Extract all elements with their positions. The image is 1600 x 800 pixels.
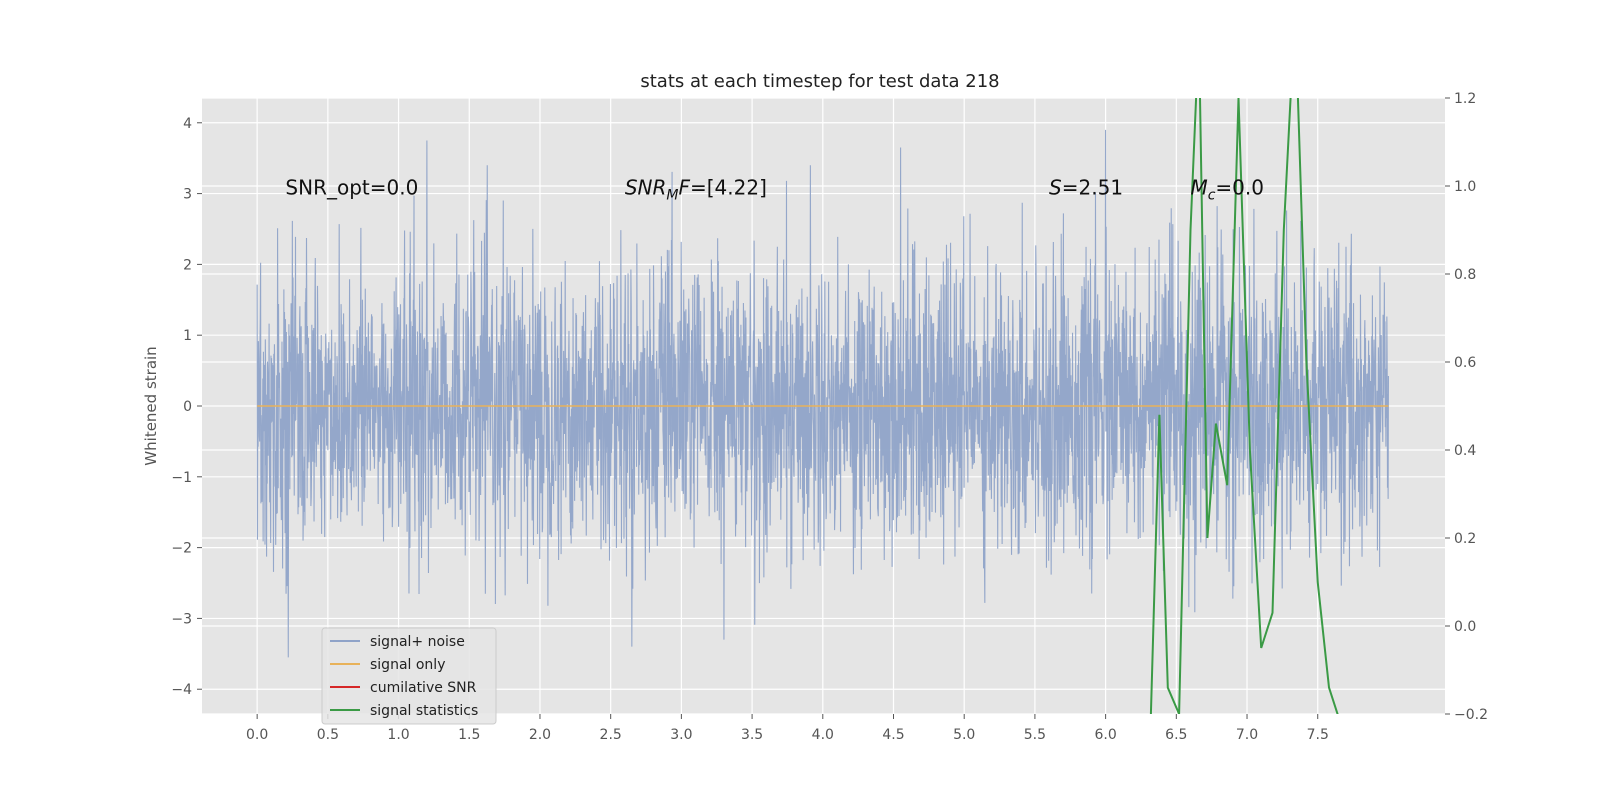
- x-tick-label: 6.5: [1165, 727, 1187, 743]
- y-tick-label: −4: [171, 682, 192, 698]
- series-signal-noise: [256, 129, 1389, 658]
- annotations: SNR_opt=0.0 SNRMF=[4.22] S=2.51 Mc=0.0: [285, 176, 1264, 204]
- x-tick-label: 5.0: [953, 727, 975, 743]
- legend-box: [321, 627, 497, 725]
- x-tick-label: 0.0: [246, 727, 268, 743]
- y-tick-label: 4: [183, 116, 192, 132]
- legend-label-2: cumilative SNR: [370, 680, 477, 696]
- legend-label-1: signal only: [370, 657, 445, 673]
- y-right-tick-label: 0.0: [1454, 619, 1476, 635]
- x-tick-label: 7.0: [1236, 727, 1258, 743]
- x-tick-label: 3.5: [741, 727, 763, 743]
- y-right-tick-label: 0.8: [1454, 267, 1476, 283]
- x-tick-label: 5.5: [1024, 727, 1046, 743]
- y-tick-label: 0: [183, 399, 192, 415]
- annotation-1: SNRMF=[4.22]: [625, 176, 767, 204]
- y-tick-label: −2: [171, 541, 192, 557]
- x-tick-label: 2.5: [600, 727, 622, 743]
- y-right-tick-label: 1.2: [1454, 91, 1476, 107]
- y-tick-label: 3: [183, 187, 192, 203]
- annotation-3: Mc=0.0: [1190, 176, 1264, 204]
- annotation-0: SNR_opt=0.0: [285, 176, 418, 200]
- legend: signal+ noise signal only cumilative SNR si…: [321, 627, 497, 725]
- legend-label-3: signal statistics: [370, 703, 478, 719]
- series-signal-statistics: [1149, 98, 1339, 714]
- x-tick-label: 6.0: [1094, 727, 1116, 743]
- annotation-2: S=2.51: [1049, 176, 1123, 200]
- y-right-tick-label: 0.2: [1454, 531, 1476, 547]
- x-tick-label: 1.0: [387, 727, 409, 743]
- y-tick-label: 1: [183, 328, 192, 344]
- x-tick-label: 7.5: [1307, 727, 1329, 743]
- x-tick-label: 0.5: [317, 727, 339, 743]
- y-axis-left-ticks: 4 3 2 1 0 −1 −2 −3 −4: [171, 116, 202, 698]
- y-axis-right-ticks: 1.2 1.0 0.8 0.6 0.4 0.2 0.0 −0.2: [1445, 91, 1488, 723]
- legend-label-0: signal+ noise: [370, 634, 465, 650]
- y-tick-label: −1: [171, 470, 192, 486]
- y-right-tick-label: 0.6: [1454, 355, 1476, 371]
- y-right-tick-label: 1.0: [1454, 179, 1476, 195]
- x-axis-ticks: 0.0 0.5 1.0 1.5 2.0 2.5 3.0 3.5 4.0 4.5 5.0 5.5 6.0 6…: [246, 714, 1329, 743]
- x-tick-label: 2.0: [529, 727, 551, 743]
- noise-line: [256, 129, 1389, 658]
- x-tick-label: 4.5: [882, 727, 904, 743]
- x-tick-label: 4.0: [812, 727, 834, 743]
- y-tick-label: 2: [183, 257, 192, 273]
- y-tick-label: −3: [171, 611, 192, 627]
- x-tick-label: 3.0: [670, 727, 692, 743]
- y-right-tick-label: −0.2: [1454, 707, 1488, 723]
- y-right-tick-label: 0.4: [1454, 443, 1476, 459]
- signal-statistics-line: [1149, 98, 1339, 714]
- y-axis-label: Whitened strain: [142, 346, 160, 465]
- chart-title: stats at each timestep for test data 218: [640, 71, 999, 92]
- x-tick-label: 1.5: [458, 727, 480, 743]
